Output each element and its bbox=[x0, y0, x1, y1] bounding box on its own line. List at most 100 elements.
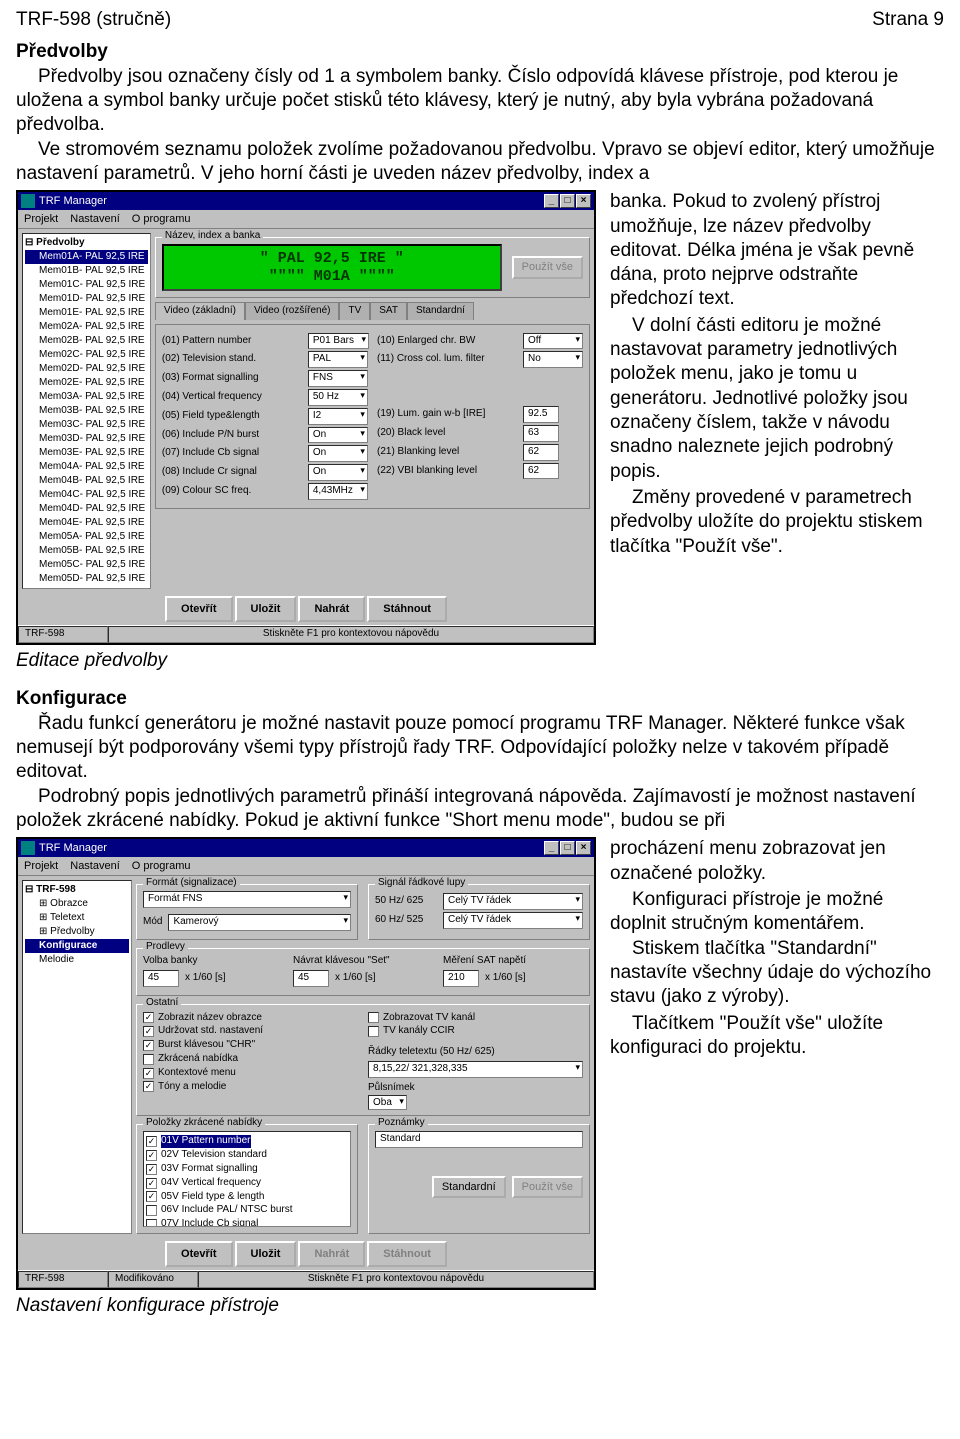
tree-item[interactable]: Mem03A- PAL 92,5 IRE bbox=[25, 390, 148, 404]
param-value[interactable]: On bbox=[308, 445, 368, 462]
checkbox-row[interactable]: ✓01V Pattern number bbox=[146, 1135, 348, 1148]
checkbox-row[interactable]: ✓02V Television standard bbox=[146, 1149, 348, 1162]
menu-nastaveni-2[interactable]: Nastavení bbox=[70, 859, 120, 873]
tree-item[interactable]: ⊞ Předvolby bbox=[25, 925, 129, 939]
config-tree[interactable]: ⊟ TRF-598 ⊞ Obrazce ⊞ Teletext ⊞ Předvol… bbox=[22, 880, 132, 1234]
checkbox-icon[interactable] bbox=[143, 1054, 154, 1065]
menu-projekt[interactable]: Projekt bbox=[24, 212, 58, 226]
open-button[interactable]: Otevřít bbox=[165, 596, 232, 622]
checkbox-icon[interactable]: ✓ bbox=[146, 1150, 157, 1161]
checkbox-row[interactable]: ✓05V Field type & length bbox=[146, 1191, 348, 1204]
checkbox-icon[interactable]: ✓ bbox=[146, 1178, 157, 1189]
tab-sat[interactable]: SAT bbox=[370, 302, 407, 320]
param-value[interactable]: I2 bbox=[308, 408, 368, 425]
tree-item[interactable]: Mem01E- PAL 92,5 IRE bbox=[25, 306, 148, 320]
tree-item[interactable]: ⊞ Obrazce bbox=[25, 897, 129, 911]
tree-item[interactable]: Mem03E- PAL 92,5 IRE bbox=[25, 446, 148, 460]
param-value[interactable]: 4,43MHz bbox=[308, 483, 368, 500]
menu-about-2[interactable]: O programu bbox=[132, 859, 191, 873]
tree-item[interactable]: Mem01B- PAL 92,5 IRE bbox=[25, 264, 148, 278]
tree-item[interactable]: Melodie bbox=[25, 953, 129, 967]
standard-button[interactable]: Standardní bbox=[432, 1176, 506, 1198]
lupa60-select[interactable]: Celý TV řádek bbox=[443, 912, 583, 929]
tree-item[interactable]: Mem01C- PAL 92,5 IRE bbox=[25, 278, 148, 292]
tree-item[interactable]: Mem02E- PAL 92,5 IRE bbox=[25, 376, 148, 390]
checkbox-icon[interactable]: ✓ bbox=[143, 1012, 154, 1023]
tree-item[interactable]: Mem03C- PAL 92,5 IRE bbox=[25, 418, 148, 432]
checkbox-row[interactable]: ✓Udržovat std. nastavení bbox=[143, 1025, 358, 1038]
apply-all-button[interactable]: Použít vše bbox=[512, 256, 583, 278]
checkbox-icon[interactable] bbox=[368, 1026, 379, 1037]
tree-item[interactable]: Mem05A- PAL 92,5 IRE bbox=[25, 530, 148, 544]
checkbox-icon[interactable]: ✓ bbox=[146, 1136, 157, 1147]
tree-item[interactable]: Mem04D- PAL 92,5 IRE bbox=[25, 502, 148, 516]
tree-item[interactable]: Mem02C- PAL 92,5 IRE bbox=[25, 348, 148, 362]
tree-item[interactable]: Mem02B- PAL 92,5 IRE bbox=[25, 334, 148, 348]
tree-item[interactable]: Mem04E- PAL 92,5 IRE bbox=[25, 516, 148, 530]
open-button-2[interactable]: Otevřít bbox=[165, 1241, 232, 1267]
tree-item-selected[interactable]: Mem01A- PAL 92,5 IRE bbox=[25, 250, 148, 264]
tree-item[interactable]: Mem05B- PAL 92,5 IRE bbox=[25, 544, 148, 558]
checkbox-icon[interactable]: ✓ bbox=[143, 1081, 154, 1092]
tree-item[interactable]: Mem04B- PAL 92,5 IRE bbox=[25, 474, 148, 488]
param-value[interactable]: On bbox=[308, 427, 368, 444]
param-value[interactable]: PAL bbox=[308, 351, 368, 368]
tree-item[interactable]: Mem05D- PAL 92,5 IRE bbox=[25, 572, 148, 586]
download-button[interactable]: Stáhnout bbox=[367, 596, 447, 622]
mod-select[interactable]: Kamerový bbox=[168, 914, 351, 931]
param-value[interactable]: FNS bbox=[308, 370, 368, 387]
half-select[interactable]: Oba bbox=[368, 1095, 407, 1110]
upload-button[interactable]: Nahrát bbox=[298, 596, 365, 622]
checkbox-row[interactable]: Zkrácená nabídka bbox=[143, 1053, 358, 1066]
checkbox-row[interactable]: ✓03V Format signalling bbox=[146, 1163, 348, 1176]
param-value[interactable]: On bbox=[308, 464, 368, 481]
minimize-icon-2[interactable]: _ bbox=[544, 841, 559, 855]
param-value[interactable]: Off bbox=[523, 333, 583, 350]
checkbox-row[interactable]: ✓Tóny a melodie bbox=[143, 1081, 358, 1094]
param-value[interactable]: 63 bbox=[523, 425, 559, 442]
tab-video-ext[interactable]: Video (rozšířené) bbox=[245, 302, 340, 320]
apply-all-button-2[interactable]: Použít vše bbox=[512, 1176, 583, 1198]
menu-nastaveni[interactable]: Nastavení bbox=[70, 212, 120, 226]
close-icon-2[interactable]: × bbox=[576, 841, 591, 855]
save-button[interactable]: Uložit bbox=[235, 596, 297, 622]
tree-item[interactable]: Mem04A- PAL 92,5 IRE bbox=[25, 460, 148, 474]
menu-projekt-2[interactable]: Projekt bbox=[24, 859, 58, 873]
maximize-icon-2[interactable]: □ bbox=[560, 841, 575, 855]
delay2-input[interactable]: 45 bbox=[293, 970, 329, 987]
delay3-input[interactable]: 210 bbox=[443, 970, 479, 987]
param-value[interactable]: 62 bbox=[523, 463, 559, 480]
tree-item[interactable]: Mem05C- PAL 92,5 IRE bbox=[25, 558, 148, 572]
preset-tree[interactable]: ⊟ Předvolby Mem01A- PAL 92,5 IRE Mem01B-… bbox=[22, 233, 151, 589]
param-value[interactable]: P01 Bars bbox=[308, 333, 369, 350]
tree-root[interactable]: ⊟ Předvolby bbox=[25, 236, 148, 250]
tree-item[interactable]: Mem03D- PAL 92,5 IRE bbox=[25, 432, 148, 446]
save-button-2[interactable]: Uložit bbox=[235, 1241, 297, 1267]
upload-button-2[interactable]: Nahrát bbox=[298, 1241, 365, 1267]
checkbox-row[interactable]: ✓Burst klávesou "CHR" bbox=[143, 1039, 358, 1052]
param-value[interactable]: 62 bbox=[523, 444, 559, 461]
tree-item[interactable]: Mem02A- PAL 92,5 IRE bbox=[25, 320, 148, 334]
checkbox-row[interactable]: ✓04V Vertical frequency bbox=[146, 1177, 348, 1190]
tree-item-selected-2[interactable]: Konfigurace bbox=[25, 939, 129, 953]
checkbox-row[interactable]: ✓Zobrazit název obrazce bbox=[143, 1012, 358, 1025]
param-value[interactable]: 50 Hz bbox=[308, 389, 368, 406]
checkbox-icon[interactable]: ✓ bbox=[143, 1068, 154, 1079]
lupa50-select[interactable]: Celý TV řádek bbox=[443, 893, 583, 910]
checkbox-icon[interactable] bbox=[146, 1219, 157, 1227]
minimize-icon[interactable]: _ bbox=[544, 194, 559, 208]
tree-item[interactable]: Mem03B- PAL 92,5 IRE bbox=[25, 404, 148, 418]
ttx-select[interactable]: 8,15,22/ 321,328,335 bbox=[368, 1061, 583, 1078]
param-value[interactable]: No bbox=[523, 351, 583, 368]
tree-item[interactable]: Mem01D- PAL 92,5 IRE bbox=[25, 292, 148, 306]
checkbox-icon[interactable]: ✓ bbox=[146, 1164, 157, 1175]
checkbox-row[interactable]: 06V Include PAL/ NTSC burst bbox=[146, 1204, 348, 1217]
tree-item[interactable]: Mem02D- PAL 92,5 IRE bbox=[25, 362, 148, 376]
tree-item[interactable]: ⊞ Teletext bbox=[25, 911, 129, 925]
checkbox-icon[interactable]: ✓ bbox=[143, 1026, 154, 1037]
format-select[interactable]: Formát FNS bbox=[143, 891, 351, 908]
menu-about[interactable]: O programu bbox=[132, 212, 191, 226]
tab-tv[interactable]: TV bbox=[339, 302, 370, 320]
close-icon[interactable]: × bbox=[576, 194, 591, 208]
tab-std[interactable]: Standardní bbox=[407, 302, 474, 320]
